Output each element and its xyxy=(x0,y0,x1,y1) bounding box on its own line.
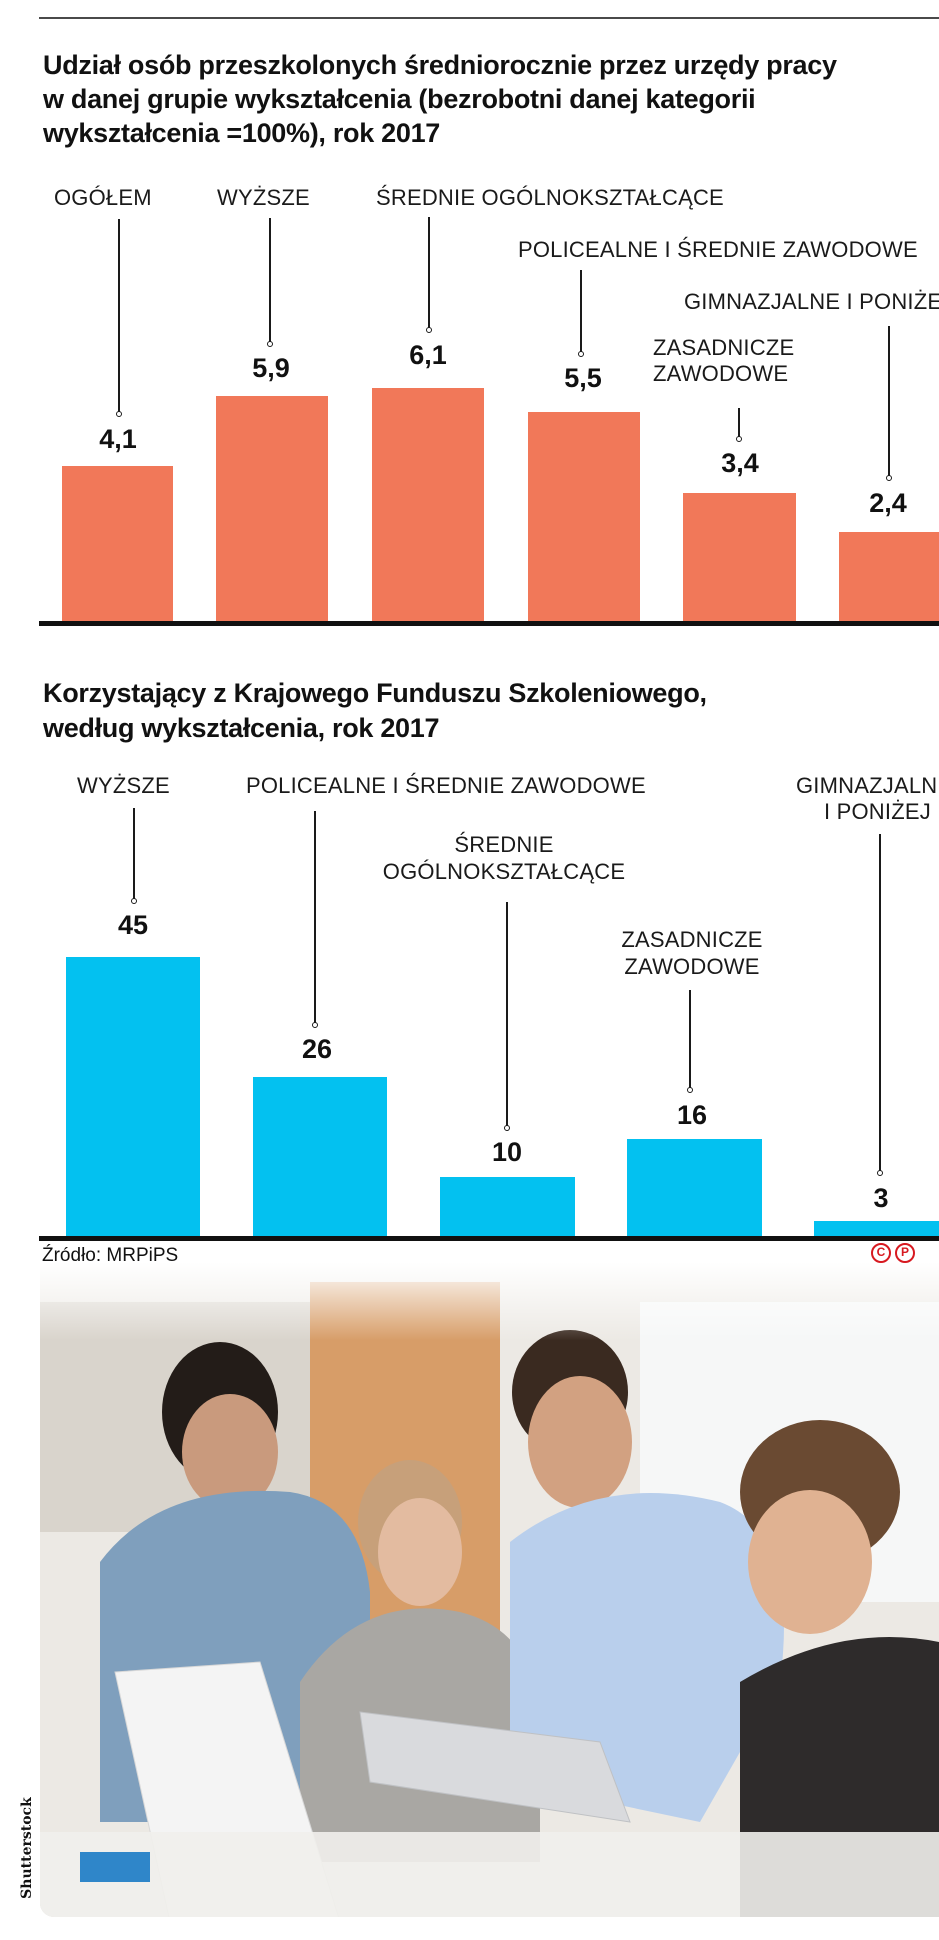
chart-1-leader-wyzsze xyxy=(269,218,271,344)
chart-1-value-ogolem: 4,1 xyxy=(99,424,137,454)
top-rule xyxy=(39,17,939,19)
chart-2-leader-dot xyxy=(131,898,137,904)
chart-1-label-srednie-ogolnoksztalcace: ŚREDNIE OGÓLNOKSZTAŁCĄCE xyxy=(376,185,724,210)
chart-1-leader-dot xyxy=(736,436,742,442)
chart-2-bar-policealne xyxy=(253,1077,387,1237)
chart-1-title-line-1: Udział osób przeszkolonych średnioroczni… xyxy=(43,50,837,80)
chart-1-title-line-3: wykształcenia =100%), rok 2017 xyxy=(43,118,441,148)
chart-2-value-policealne: 26 xyxy=(301,1034,333,1064)
chart-1-label-zasadnicze-2: ZAWODOWE xyxy=(653,361,789,386)
chart-1-baseline xyxy=(39,621,939,626)
chart-2-label-gimnazjalne-2: I PONIŻEJ xyxy=(824,799,931,824)
chart-1-leader-dot xyxy=(426,327,432,333)
stock-photo xyxy=(40,1262,939,1917)
chart-2-leader-dot xyxy=(504,1125,510,1131)
chart-2-title-line-2: według wykształcenia, rok 2017 xyxy=(43,713,440,743)
chart-2-leader-wyzsze xyxy=(133,808,135,901)
chart-1-title-line-2: w danej grupie wykształcenia (bezrobotni… xyxy=(43,84,756,114)
chart-2-baseline xyxy=(39,1236,939,1241)
chart-1-value-srednie: 6,1 xyxy=(409,340,447,370)
chart-1-bar-ogolem xyxy=(62,466,173,622)
chart-2-leader-gimnazjalne xyxy=(879,834,881,1173)
chart-2-leader-dot xyxy=(312,1022,318,1028)
chart-2-label-gimnazjalne-1: GIMNAZJALNE xyxy=(796,773,939,798)
chart-2-leader-srednie xyxy=(506,902,508,1128)
chart-1-value-wyzsze: 5,9 xyxy=(252,353,290,383)
chart-1-leader-dot xyxy=(116,411,122,417)
chart-1-leader-dot xyxy=(578,351,584,357)
chart-2-leader-zasadnicze xyxy=(689,990,691,1090)
chart-1-leader-zasadnicze xyxy=(738,408,740,439)
photo-credit: Shutterstock xyxy=(19,1797,35,1899)
chart-2-label-policealne: POLICEALNE I ŚREDNIE ZAWODOWE xyxy=(246,773,646,798)
chart-2-label-wyzsze: WYŻSZE xyxy=(77,773,170,798)
chart-1-value-policealne: 5,5 xyxy=(564,363,602,393)
copyright-p-icon: P xyxy=(895,1243,915,1263)
chart-1-bar-gimnazjalne xyxy=(839,532,939,622)
chart-2-bar-srednie xyxy=(440,1177,575,1237)
chart-1-label-wyzsze: WYŻSZE xyxy=(217,185,310,210)
chart-1-bar-zasadnicze xyxy=(683,493,796,622)
chart-2-bar-wyzsze xyxy=(66,957,200,1237)
chart-1-leader-srednie xyxy=(428,217,430,330)
chart-2-title-line-1: Korzystający z Krajowego Funduszu Szkole… xyxy=(43,678,707,708)
chart-1-leader-gimnazjalne xyxy=(888,326,890,478)
chart-2-label-zasadnicze-1: ZASADNICZE xyxy=(621,927,763,952)
chart-1-label-policealne: POLICEALNE I ŚREDNIE ZAWODOWE xyxy=(518,237,918,262)
chart-2-leader-dot xyxy=(877,1170,883,1176)
chart-2-value-wyzsze: 45 xyxy=(117,910,149,940)
chart-1-bar-wyzsze xyxy=(216,396,328,622)
chart-1-leader-ogolem xyxy=(118,219,120,414)
chart-2-label-zasadnicze-2: ZAWODOWE xyxy=(624,954,760,979)
chart-2-label-srednie-1: ŚREDNIE xyxy=(454,832,554,857)
copyright-c-icon: C xyxy=(871,1243,891,1263)
chart-1-leader-dot xyxy=(267,341,273,347)
chart-2-label-srednie-2: OGÓLNOKSZTAŁCĄCE xyxy=(382,859,626,884)
photo-illustration xyxy=(40,1262,939,1917)
source-note: Źródło: MRPiPS xyxy=(42,1245,179,1266)
chart-1-value-zasadnicze: 3,4 xyxy=(721,448,759,478)
chart-2-bar-gimnazjalne xyxy=(814,1221,939,1237)
chart-2-value-zasadnicze: 16 xyxy=(676,1100,708,1130)
chart-2-bar-zasadnicze xyxy=(627,1139,762,1237)
chart-1-leader-dot xyxy=(886,475,892,481)
chart-1-leader-policealne xyxy=(580,270,582,354)
chart-1-bar-srednie xyxy=(372,388,484,622)
chart-2-leader-policealne xyxy=(314,811,316,1025)
chart-2-value-gimnazjalne: 3 xyxy=(873,1183,889,1213)
chart-1-bar-policealne xyxy=(528,412,640,622)
chart-1-label-gimnazjalne: GIMNAZJALNE I PONIŻEJ xyxy=(684,289,939,314)
chart-1-label-ogolem: OGÓŁEM xyxy=(54,185,152,210)
chart-1-value-gimnazjalne: 2,4 xyxy=(869,488,907,518)
chart-1-label-zasadnicze-1: ZASADNICZE xyxy=(653,335,795,360)
chart-2-value-srednie: 10 xyxy=(491,1137,523,1167)
chart-2-leader-dot xyxy=(687,1087,693,1093)
